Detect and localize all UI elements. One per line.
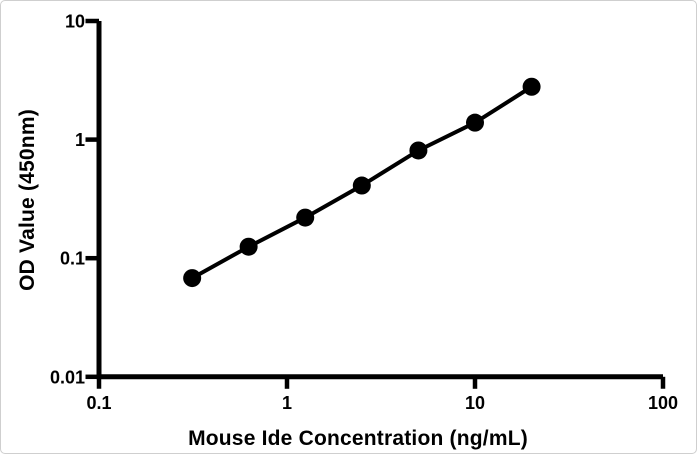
- data-point: [409, 141, 428, 160]
- y-axis-title: OD Value (450nm): [16, 109, 39, 291]
- x-tick-label: 100: [648, 393, 678, 413]
- data-series-layer: [183, 77, 541, 288]
- data-point: [522, 77, 541, 96]
- y-tick-label: 10: [65, 12, 85, 32]
- x-tick-label: 1: [282, 393, 292, 413]
- y-tick-label: 1: [75, 130, 85, 150]
- axes-layer: [96, 21, 663, 380]
- x-tick-label: 10: [465, 393, 485, 413]
- data-point: [239, 237, 258, 256]
- x-tick-label: 0.1: [86, 393, 111, 413]
- data-point: [466, 113, 484, 132]
- axis-spine: [96, 21, 663, 380]
- y-tick-label: 0.1: [60, 249, 85, 269]
- y-tick-label: 0.01: [50, 367, 85, 387]
- x-axis-title: Mouse Ide Concentration (ng/mL): [188, 427, 528, 450]
- data-point: [296, 208, 315, 227]
- data-point: [183, 269, 202, 288]
- data-point: [352, 176, 371, 195]
